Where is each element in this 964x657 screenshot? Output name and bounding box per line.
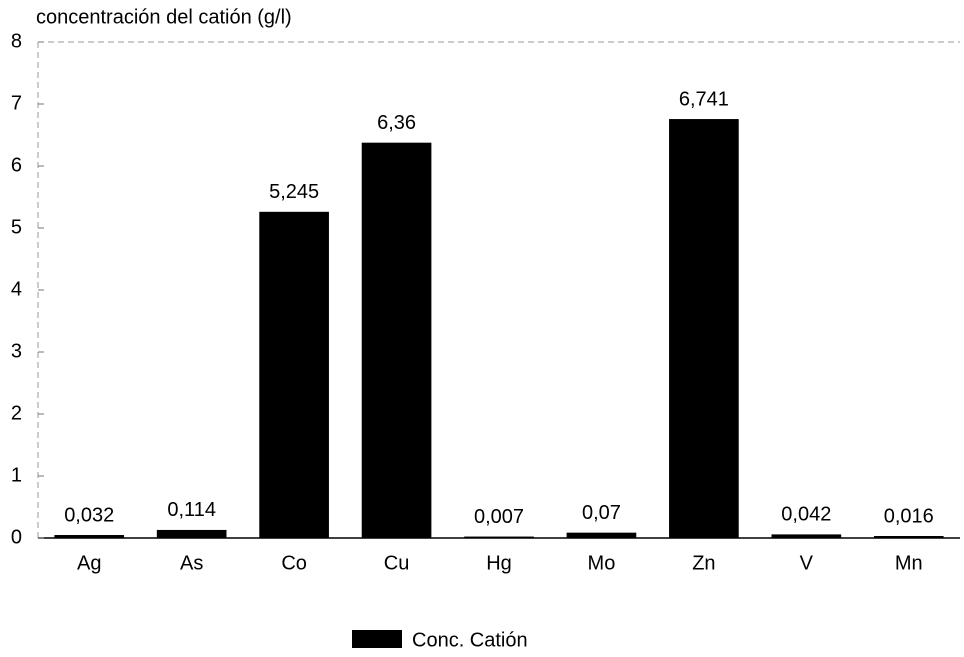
value-label: 0,016 bbox=[884, 505, 934, 527]
value-label: 0,042 bbox=[781, 504, 831, 526]
y-tick-label: 7 bbox=[11, 92, 22, 114]
bar bbox=[259, 211, 329, 538]
y-tick-label: 5 bbox=[11, 216, 22, 238]
y-tick-label: 1 bbox=[11, 464, 22, 486]
x-tick-label: Mo bbox=[588, 552, 616, 574]
y-tick-label: 8 bbox=[11, 30, 22, 52]
x-tick-label: Co bbox=[281, 552, 307, 574]
y-tick-label: 6 bbox=[11, 154, 22, 176]
x-tick-label: Hg bbox=[486, 552, 512, 574]
value-label: 0,07 bbox=[582, 502, 621, 524]
bar bbox=[464, 536, 534, 538]
value-label: 0,114 bbox=[167, 499, 216, 521]
value-label: 5,245 bbox=[269, 181, 319, 203]
y-tick-label: 2 bbox=[11, 402, 22, 424]
bar bbox=[361, 142, 432, 538]
x-tick-label: Mn bbox=[895, 552, 923, 574]
value-label: 6,741 bbox=[679, 88, 729, 110]
bar bbox=[771, 534, 842, 538]
y-tick-label: 3 bbox=[11, 340, 22, 362]
bar bbox=[156, 529, 227, 538]
value-label: 6,36 bbox=[377, 112, 416, 134]
y-tick-label: 0 bbox=[11, 526, 22, 548]
bar bbox=[566, 532, 637, 538]
x-tick-label: V bbox=[800, 552, 814, 574]
x-tick-label: Cu bbox=[384, 552, 410, 574]
value-label: 0,032 bbox=[64, 504, 114, 526]
value-label: 0,007 bbox=[474, 506, 524, 528]
bar bbox=[669, 119, 739, 539]
bar bbox=[873, 536, 944, 538]
x-tick-label: Ag bbox=[77, 552, 101, 574]
legend-label: Conc. Catión bbox=[412, 629, 528, 651]
x-tick-label: Zn bbox=[692, 552, 715, 574]
x-tick-label: As bbox=[180, 552, 203, 574]
bar bbox=[54, 535, 125, 538]
chart-title: concentración del catión (g/l) bbox=[36, 6, 292, 28]
legend-swatch bbox=[352, 630, 402, 648]
y-tick-label: 4 bbox=[11, 278, 22, 300]
